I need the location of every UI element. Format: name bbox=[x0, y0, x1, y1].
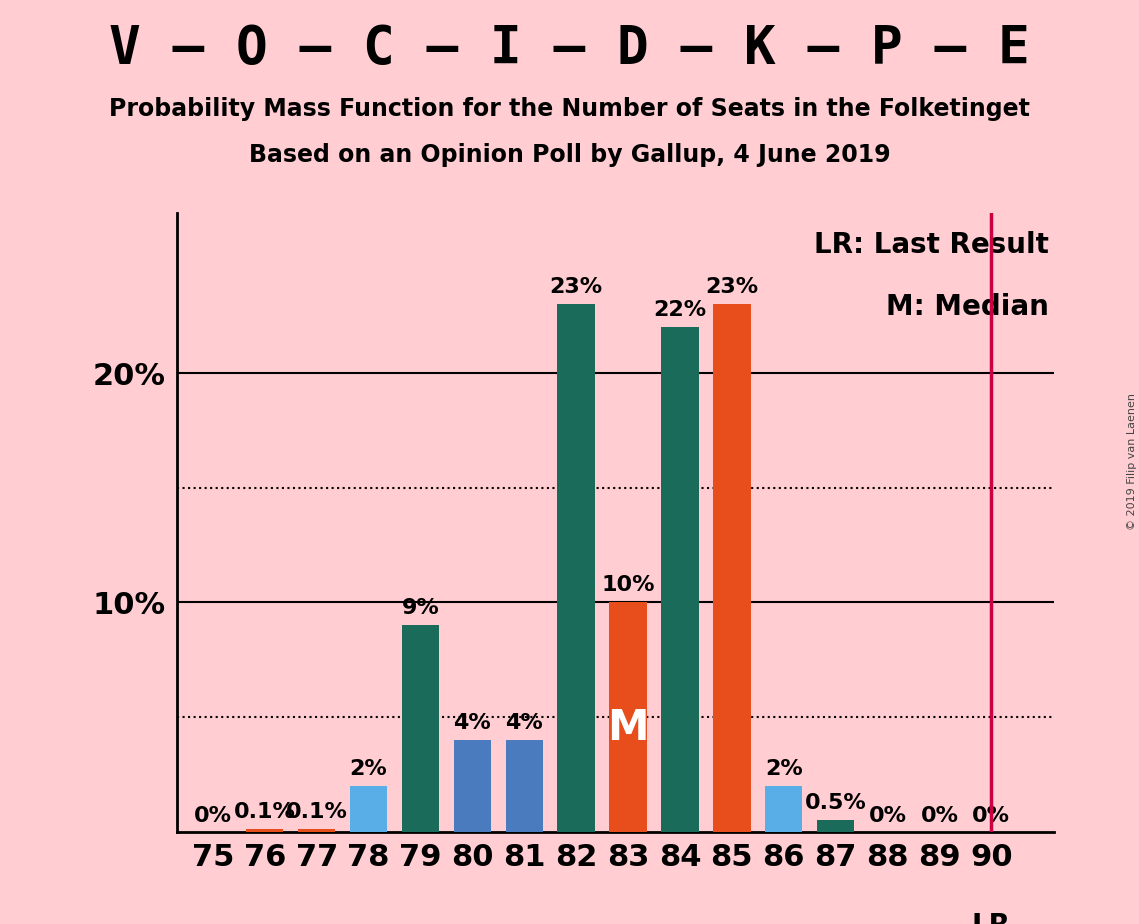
Text: 23%: 23% bbox=[705, 277, 759, 298]
Bar bbox=[765, 785, 802, 832]
Bar bbox=[713, 304, 751, 832]
Bar bbox=[506, 740, 543, 832]
Bar bbox=[557, 304, 595, 832]
Bar bbox=[453, 740, 491, 832]
Text: LR: Last Result: LR: Last Result bbox=[814, 231, 1049, 259]
Text: 0%: 0% bbox=[869, 806, 907, 826]
Text: 4%: 4% bbox=[506, 713, 543, 733]
Text: 9%: 9% bbox=[402, 599, 440, 618]
Text: V – O – C – I – D – K – P – E: V – O – C – I – D – K – P – E bbox=[109, 23, 1030, 75]
Text: LR: LR bbox=[972, 912, 1010, 924]
Bar bbox=[246, 830, 284, 832]
Bar bbox=[350, 785, 387, 832]
Bar bbox=[298, 830, 335, 832]
Text: Based on an Opinion Poll by Gallup, 4 June 2019: Based on an Opinion Poll by Gallup, 4 Ju… bbox=[248, 143, 891, 167]
Bar bbox=[662, 327, 698, 832]
Text: 0%: 0% bbox=[973, 806, 1010, 826]
Text: 23%: 23% bbox=[550, 277, 603, 298]
Text: Probability Mass Function for the Number of Seats in the Folketinget: Probability Mass Function for the Number… bbox=[109, 97, 1030, 121]
Text: 0.1%: 0.1% bbox=[233, 802, 296, 822]
Text: 10%: 10% bbox=[601, 576, 655, 595]
Bar bbox=[609, 602, 647, 832]
Text: © 2019 Filip van Laenen: © 2019 Filip van Laenen bbox=[1126, 394, 1137, 530]
Text: 0.1%: 0.1% bbox=[286, 802, 347, 822]
Text: 0.5%: 0.5% bbox=[805, 794, 867, 813]
Text: 2%: 2% bbox=[765, 759, 803, 779]
Text: 2%: 2% bbox=[350, 759, 387, 779]
Text: 4%: 4% bbox=[453, 713, 491, 733]
Text: M: Median: M: Median bbox=[886, 293, 1049, 321]
Bar bbox=[817, 821, 854, 832]
Bar bbox=[402, 626, 440, 832]
Text: 0%: 0% bbox=[920, 806, 958, 826]
Text: M: M bbox=[607, 708, 649, 749]
Text: 0%: 0% bbox=[194, 806, 232, 826]
Text: 22%: 22% bbox=[654, 300, 706, 321]
